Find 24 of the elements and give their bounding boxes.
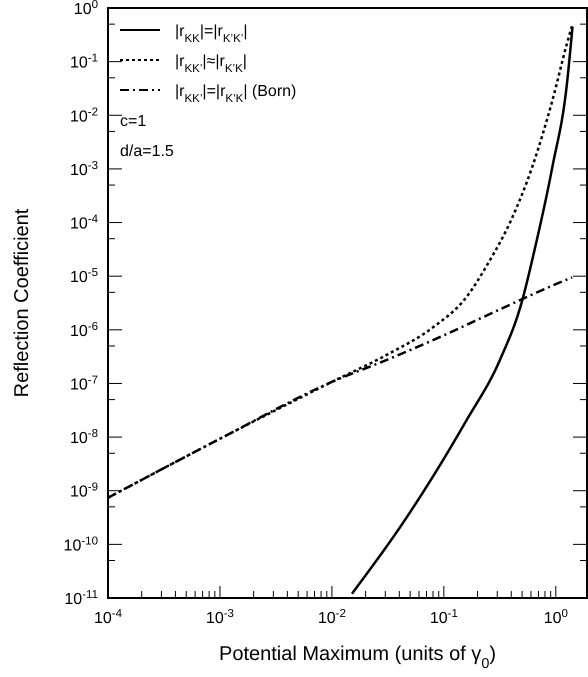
- x-tick-label: 10$^{-2}$: [318, 608, 346, 627]
- annotation: c=1: [120, 113, 146, 130]
- legend-label: |r$_{KK’}$|=|r$_{K’K}$| (Born): [175, 83, 296, 105]
- y-tick-label: 10$^{-10}$: [64, 535, 98, 554]
- x-tick-label: 10$^{-3}$: [206, 608, 234, 627]
- y-tick-label: 10$^{0}$: [74, 0, 98, 18]
- x-tick-label: 10$^{-4}$: [94, 608, 123, 627]
- y-tick-label: 10$^{-7}$: [70, 374, 98, 394]
- y-tick-label: 10$^{-8}$: [70, 428, 98, 448]
- y-tick-label: 10$^{-6}$: [70, 320, 98, 340]
- y-tick-label: 10$^{-2}$: [70, 106, 98, 126]
- x-axis-title: Potential Maximum (units of γ$_{0}$): [218, 643, 496, 672]
- y-tick-label: 10$^{-4}$: [70, 214, 99, 233]
- y-tick-label: 10$^{-9}$: [70, 482, 98, 501]
- legend-label: |r$_{KK’}$|≈|r$_{K’K}$|: [175, 53, 247, 75]
- y-tick-label: 10$^{-3}$: [70, 160, 98, 179]
- y-tick-label: 10$^{-1}$: [70, 52, 98, 72]
- y-tick-label: 10$^{-11}$: [64, 589, 98, 608]
- x-tick-label: 10$^{0}$: [544, 608, 568, 627]
- y-tick-label: 10$^{-5}$: [70, 267, 98, 286]
- x-tick-label: 10$^{-1}$: [430, 608, 458, 627]
- y-axis-title: Reflection Coefficient: [11, 208, 33, 398]
- annotation: d/a=1.5: [120, 143, 174, 160]
- legend-label: |r$_{KK}$|=|r$_{K’K’}$|: [175, 23, 248, 45]
